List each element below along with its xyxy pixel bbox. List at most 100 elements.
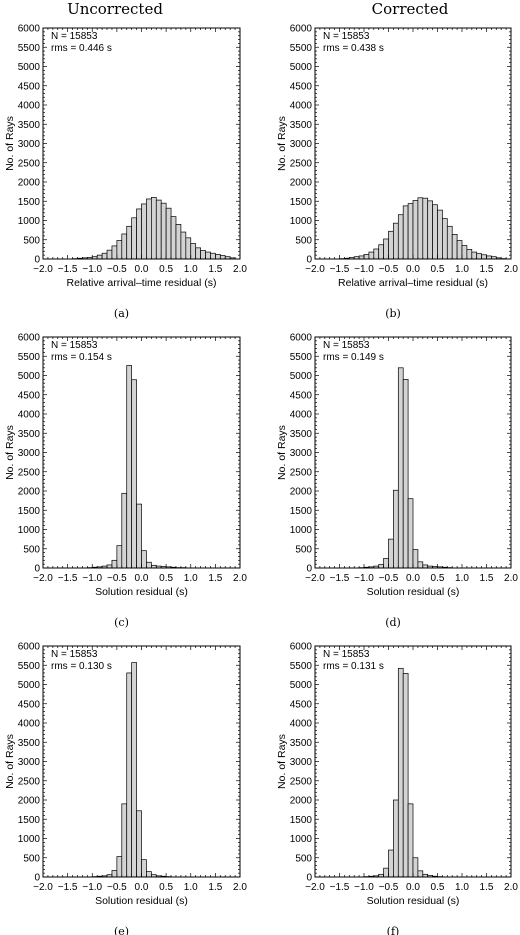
annotation-text: rms = 0.130 s <box>51 661 112 672</box>
histogram-bar <box>160 202 167 260</box>
histogram-bar <box>136 810 142 878</box>
x-tick-label: 1.5 <box>208 882 222 893</box>
x-tick-label: 0.0 <box>406 264 420 275</box>
histogram-bar <box>210 252 216 260</box>
histogram-bar <box>422 197 429 260</box>
y-tick-label: 2500 <box>290 467 313 478</box>
y-tick-label: 5000 <box>18 371 41 382</box>
x-tick-label: −0.5 <box>379 264 399 275</box>
histogram-bar <box>195 247 201 260</box>
y-tick-label: 4500 <box>290 699 313 710</box>
annotation-text: N = 15853 <box>323 649 370 660</box>
y-tick-label: 500 <box>295 853 312 864</box>
y-tick-label: 2500 <box>290 158 313 169</box>
histogram-bar <box>461 245 468 260</box>
histogram-bar <box>121 803 128 878</box>
y-tick-label: 5000 <box>290 371 313 382</box>
y-tick-label: 1500 <box>290 506 313 517</box>
histogram-bar <box>432 204 438 260</box>
y-tick-label: 4000 <box>18 719 41 730</box>
x-tick-label: −2.0 <box>305 264 325 275</box>
column-title-uncorrected: Uncorrected <box>67 0 163 18</box>
y-tick-label: 4000 <box>290 410 313 421</box>
y-tick-label: 5500 <box>18 43 41 54</box>
y-axis-label: No. of Rays <box>276 116 288 171</box>
histogram-bar <box>417 197 424 260</box>
histogram-bar <box>151 197 157 260</box>
histogram-bar <box>146 871 152 878</box>
annotation-text: N = 15853 <box>323 31 370 42</box>
y-tick-label: 5500 <box>290 43 313 54</box>
histogram-panel-e: 0 500 1000 1500 2000 2500 3000 3500 4000 4500 5000… <box>4 642 247 935</box>
x-tick-label: 0.0 <box>406 573 420 584</box>
y-tick-label: 4500 <box>18 81 41 92</box>
histogram-bar <box>373 248 380 260</box>
histogram-panel-d: 0 500 1000 1500 2000 2500 3000 3500 4000 4500 5000… <box>276 333 518 630</box>
x-tick-label: 1.5 <box>208 573 222 584</box>
y-tick-label: 3000 <box>18 139 41 150</box>
y-tick-label: 1500 <box>290 197 313 208</box>
y-tick-label: 1000 <box>290 834 313 845</box>
panel-label: (b) <box>385 307 401 320</box>
histogram-bar <box>146 561 152 569</box>
x-tick-label: 1.0 <box>184 264 198 275</box>
x-tick-label: 1.5 <box>480 882 494 893</box>
y-tick-label: 3500 <box>18 738 41 749</box>
histogram-bar <box>219 255 226 260</box>
histogram-bar <box>141 550 147 569</box>
histogram-bar <box>126 672 133 878</box>
y-tick-label: 6000 <box>18 333 41 344</box>
histogram-bar <box>175 224 182 260</box>
y-tick-label: 3500 <box>18 120 41 131</box>
y-axis-label: No. of Rays <box>4 425 16 480</box>
x-tick-label: 2.0 <box>233 573 247 584</box>
y-tick-label: 0 <box>34 873 40 884</box>
y-tick-label: 5000 <box>18 62 41 73</box>
x-tick-label: 2.0 <box>233 882 247 893</box>
histogram-bar <box>407 803 414 878</box>
y-tick-label: 2000 <box>18 796 41 807</box>
y-tick-label: 2000 <box>290 487 313 498</box>
histogram-bar <box>397 214 404 260</box>
y-tick-label: 3000 <box>290 448 313 459</box>
annotation-text: rms = 0.438 s <box>323 43 384 54</box>
histogram-bar <box>402 205 409 260</box>
x-tick-label: −0.5 <box>379 882 399 893</box>
x-tick-label: −1.5 <box>330 264 350 275</box>
y-tick-label: 5500 <box>290 352 313 363</box>
x-tick-label: −1.0 <box>82 264 102 275</box>
y-tick-label: 0 <box>34 564 40 575</box>
histogram-bar <box>101 252 108 260</box>
x-tick-label: −2.0 <box>33 882 53 893</box>
x-tick-label: 1.5 <box>480 264 494 275</box>
x-tick-label: −1.5 <box>58 573 78 584</box>
histogram-panel-c: 0 500 1000 1500 2000 2500 3000 3500 4000 4500 5000… <box>4 333 247 630</box>
y-tick-label: 4500 <box>290 81 313 92</box>
x-tick-label: −0.5 <box>107 264 127 275</box>
x-tick-label: 2.0 <box>504 573 518 584</box>
x-tick-label: −1.0 <box>354 573 374 584</box>
x-axis-label: Relative arrival–time residual (s) <box>67 277 217 289</box>
column-title-corrected: Corrected <box>371 0 449 18</box>
y-tick-label: 1000 <box>18 834 41 845</box>
histogram-bar <box>412 549 419 569</box>
x-tick-label: 1.0 <box>455 264 469 275</box>
histogram-bar <box>121 492 128 569</box>
x-tick-label: 1.0 <box>455 573 469 584</box>
x-tick-label: −2.0 <box>33 573 53 584</box>
x-tick-label: −1.5 <box>58 882 78 893</box>
x-tick-label: 2.0 <box>504 882 518 893</box>
histogram-bar <box>427 200 433 260</box>
histogram-bar <box>368 251 375 260</box>
x-tick-label: 1.5 <box>208 264 222 275</box>
y-tick-label: 4000 <box>290 719 313 730</box>
y-tick-label: 5000 <box>290 680 313 691</box>
x-tick-label: −1.0 <box>354 264 374 275</box>
x-tick-label: 0.0 <box>135 882 149 893</box>
histogram-bar <box>126 365 133 569</box>
y-tick-label: 4500 <box>290 390 313 401</box>
y-tick-label: 4500 <box>18 390 41 401</box>
y-tick-label: 500 <box>23 544 40 555</box>
y-tick-label: 1000 <box>18 216 41 227</box>
